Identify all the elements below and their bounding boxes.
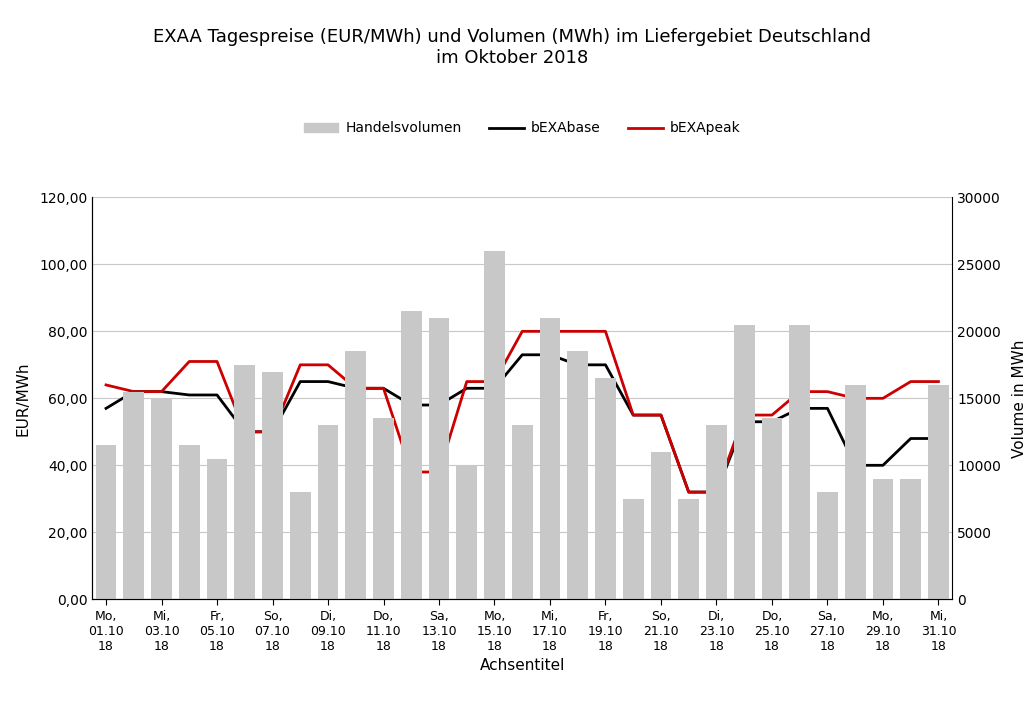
Bar <box>123 392 144 599</box>
Bar <box>345 351 367 599</box>
Bar <box>900 479 922 599</box>
Bar <box>678 499 699 599</box>
Bar <box>928 385 949 599</box>
Y-axis label: EUR/MWh: EUR/MWh <box>15 361 31 436</box>
Bar <box>650 452 672 599</box>
Bar <box>152 398 172 599</box>
Bar <box>845 385 865 599</box>
Text: EXAA Tagespreise (EUR/MWh) und Volumen (MWh) im Liefergebiet Deutschland
im Okto: EXAA Tagespreise (EUR/MWh) und Volumen (… <box>153 28 871 67</box>
Bar <box>623 499 644 599</box>
Bar <box>540 318 560 599</box>
Bar <box>872 479 893 599</box>
Bar <box>234 365 255 599</box>
Bar <box>317 425 338 599</box>
Bar <box>567 351 588 599</box>
Bar <box>95 446 117 599</box>
Bar <box>400 312 422 599</box>
Y-axis label: Volume in MWh: Volume in MWh <box>1012 339 1024 458</box>
Bar <box>484 251 505 599</box>
Bar <box>290 492 310 599</box>
Bar <box>262 372 283 599</box>
Bar <box>512 425 532 599</box>
Bar <box>817 492 838 599</box>
Bar <box>790 324 810 599</box>
Bar <box>707 425 727 599</box>
Bar <box>207 459 227 599</box>
X-axis label: Achsentitel: Achsentitel <box>479 658 565 673</box>
Bar <box>457 465 477 599</box>
Legend: Handelsvolumen, bEXAbase, bEXApeak: Handelsvolumen, bEXAbase, bEXApeak <box>298 116 746 141</box>
Bar <box>429 318 450 599</box>
Bar <box>373 418 394 599</box>
Bar <box>762 418 782 599</box>
Bar <box>595 378 615 599</box>
Bar <box>179 446 200 599</box>
Bar <box>734 324 755 599</box>
